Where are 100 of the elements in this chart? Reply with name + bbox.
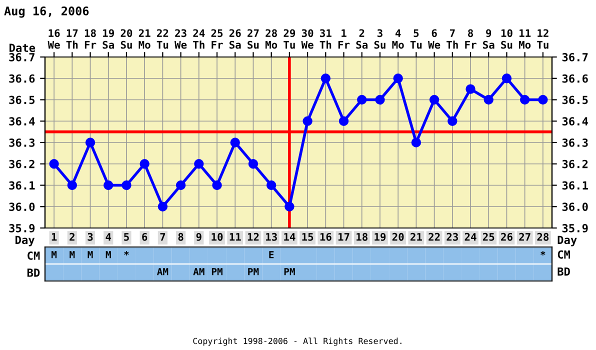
point: [338, 116, 349, 126]
x-tick-label: 10 Su: [501, 29, 512, 49]
x-tick-label: 14: [284, 233, 296, 241]
x-tick-label: 23: [446, 232, 458, 241]
text: AM: [193, 268, 204, 276]
y-tick-label: 36.7: [9, 52, 34, 62]
x-tick-label: 7 Th: [446, 29, 458, 49]
x-tick-label: 25: [482, 232, 494, 241]
x-tick-label: 4: [106, 233, 112, 241]
point: [484, 94, 494, 105]
x-tick-label: 24 Th: [193, 29, 205, 49]
y-tick-label: 36.3: [9, 138, 35, 147]
x-tick-label: 17: [338, 233, 350, 241]
x-tick-label: 26 Sa: [229, 29, 241, 49]
x-tick-label: 13: [266, 232, 277, 241]
x-tick-label: 29 Tu: [284, 29, 296, 49]
x-tick-label: 3 Su: [374, 29, 386, 49]
x-tick-label: 2 Sa: [356, 29, 368, 49]
point: [122, 180, 132, 190]
x-tick-label: 24: [464, 232, 476, 241]
x-tick-label: 7: [160, 233, 166, 241]
y-tick-label: 36.4: [9, 117, 35, 126]
x-tick-label: 1: [52, 233, 57, 241]
text: PM: [284, 268, 295, 276]
x-tick-label: 19: [374, 233, 386, 241]
y-tick-label: 36.0: [9, 202, 35, 212]
point: [194, 159, 204, 169]
point: [429, 94, 440, 105]
x-tick-label: 18: [356, 232, 368, 241]
text: PM: [212, 268, 222, 276]
x-tick-label: 26: [501, 232, 512, 241]
point: [85, 138, 96, 148]
point: [248, 159, 258, 169]
text: *: [124, 250, 129, 256]
y-tick-label: 36.2: [9, 160, 34, 168]
text: M: [88, 251, 93, 258]
x-tick-label: 21 Mo: [138, 29, 150, 49]
chart-title: Aug 16, 2006: [4, 6, 89, 18]
text: M: [70, 251, 75, 258]
x-tick-label: 22: [428, 232, 440, 241]
point: [284, 202, 294, 212]
y-tick-label: 35.9: [9, 224, 35, 232]
x-tick-label: 27 Su: [248, 29, 259, 49]
text: AM: [157, 268, 168, 276]
point: [140, 159, 150, 169]
x-tick-label: 25 Fr: [211, 29, 223, 49]
x-tick-label: 23 We: [174, 29, 187, 49]
y-axis-title: Day: [558, 236, 577, 246]
x-axis-title: Date: [10, 44, 36, 52]
text: *: [540, 250, 546, 256]
x-tick-label: 15: [302, 233, 314, 241]
x-tick-label: 18 Fr: [84, 29, 96, 49]
x-tick-label: 5: [124, 233, 129, 241]
point: [158, 202, 168, 212]
point: [375, 94, 385, 105]
x-tick-label: 28 Mo: [266, 29, 278, 49]
x-tick-label: 9 Sa: [483, 29, 494, 49]
x-tick-label: 8 Fr: [465, 29, 476, 49]
x-tick-label: 3: [88, 232, 93, 241]
x-tick-label: 9: [196, 233, 202, 241]
x-tick-label: 27: [519, 232, 530, 241]
point: [357, 94, 367, 105]
text: PM: [248, 268, 259, 276]
point: [466, 84, 476, 94]
point: [302, 116, 312, 126]
x-tick-label: 22 Tu: [156, 29, 168, 49]
x-tick-label: 11 Mo: [519, 29, 531, 49]
x-tick-label: 28: [537, 232, 549, 241]
y2-axis-title: Day: [16, 236, 35, 246]
y-tick-label: 36.1: [9, 181, 35, 190]
x-tick-label: 16 We: [48, 29, 60, 49]
x-tick-label: 31 Th: [320, 29, 332, 49]
x-tick-label: 30 We: [301, 29, 314, 49]
point: [520, 94, 530, 105]
point: [266, 180, 276, 190]
point: [104, 180, 114, 190]
y-tick-label: 36.5: [9, 96, 35, 104]
x-tick-label: 20: [392, 232, 404, 241]
point: [176, 180, 186, 190]
x-tick-label: 6 We: [428, 29, 440, 49]
point: [538, 94, 548, 105]
point: [448, 116, 458, 126]
x-tick-label: 8: [178, 232, 184, 241]
text: Copyright 1998-2006 - All Rights Reserved.: [193, 338, 402, 346]
x-tick-label: 19 Sa: [102, 29, 114, 49]
x-tick-label: 16: [320, 232, 332, 241]
text: E: [269, 251, 274, 258]
text: M: [52, 251, 57, 258]
point: [411, 138, 422, 148]
point: [230, 138, 240, 148]
x-tick-label: 2: [70, 232, 74, 241]
point: [502, 74, 512, 84]
point: [212, 180, 222, 190]
text: M: [106, 251, 111, 258]
point: [67, 180, 78, 190]
x-tick-label: 4 Mo: [392, 29, 404, 49]
x-tick-label: 6: [142, 232, 148, 241]
x-tick-label: 17 Th: [66, 29, 78, 49]
x-tick-label: 10: [212, 232, 223, 241]
x-tick-label: 12: [248, 232, 259, 241]
